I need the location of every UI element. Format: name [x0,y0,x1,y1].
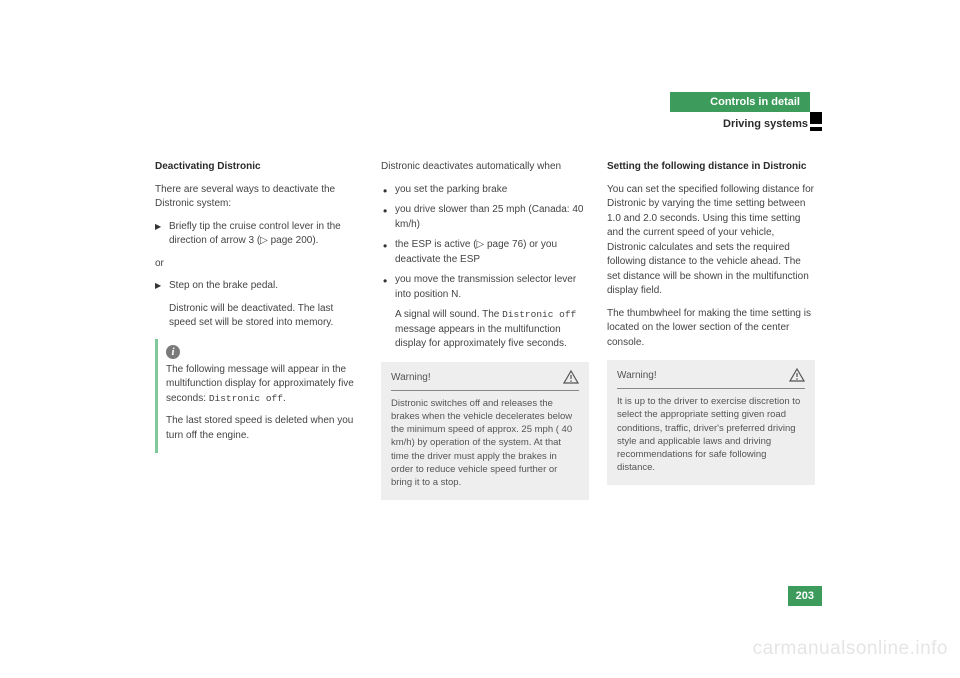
code-text: Distronic off [502,309,576,320]
info-icon: i [166,345,180,359]
step-item: Briefly tip the cruise control lever in … [155,220,363,249]
watermark-text: carmanualsonline.info [753,638,948,660]
bullet-item: you drive slower than 25 mph (Canada: 40… [381,203,589,232]
warning-header: Warning! [617,368,805,389]
main-content: Deactivating Distronic There are several… [155,160,815,500]
section-title: Driving systems [670,118,810,130]
page-number: 203 [788,586,822,606]
warning-header: Warning! [391,370,579,391]
warning-box: Warning! Distronic switches off and rele… [381,362,589,500]
warning-title: Warning! [391,371,431,385]
edge-tab-icon [810,127,822,131]
col3-heading: Setting the following distance in Distro… [607,160,815,175]
warning-icon [789,368,805,384]
page-header: Controls in detail Driving systems [670,92,810,130]
warning-body: Distronic switches off and releases the … [391,397,579,490]
chapter-title: Controls in detail [670,92,810,112]
col2-intro: Distronic deactivates automatically when [381,160,589,175]
after-part2: message appears in the multifunction dis… [395,324,567,350]
info-text: The following message will appear in the… [166,363,361,407]
column-1: Deactivating Distronic There are several… [155,160,363,500]
bullet-item: the ESP is active (▷ page 76) or you dea… [381,238,589,267]
step-item: Step on the brake pedal. [155,279,363,294]
result-text: Distronic will be deactivated. The last … [155,302,363,331]
warning-box: Warning! It is up to the driver to exerc… [607,360,815,485]
step-text: Briefly tip the cruise control lever in … [169,221,341,247]
column-2: Distronic deactivates automatically when… [381,160,589,500]
edge-tab-icon [810,112,822,124]
info-text-2: The last stored speed is deleted when yo… [166,414,361,443]
after-text: A signal will sound. The Distronic off m… [381,308,589,352]
warning-body: It is up to the driver to exercise discr… [617,395,805,475]
column-3: Setting the following distance in Distro… [607,160,815,500]
step-text: Step on the brake pedal. [169,280,278,291]
warning-title: Warning! [617,369,657,383]
after-part: A signal will sound. The [395,309,502,320]
col3-p2: The thumbwheel for making the time setti… [607,307,815,351]
col3-p1: You can set the specified following dist… [607,183,815,299]
or-label: or [155,257,363,272]
bullet-item: you move the transmission selector lever… [381,273,589,302]
col1-heading: Deactivating Distronic [155,160,363,175]
info-box: i The following message will appear in t… [155,339,363,454]
warning-icon [563,370,579,386]
code-text: Distronic off [209,393,283,404]
col1-intro: There are several ways to deactivate the… [155,183,363,212]
bullet-item: you set the parking brake [381,183,589,198]
